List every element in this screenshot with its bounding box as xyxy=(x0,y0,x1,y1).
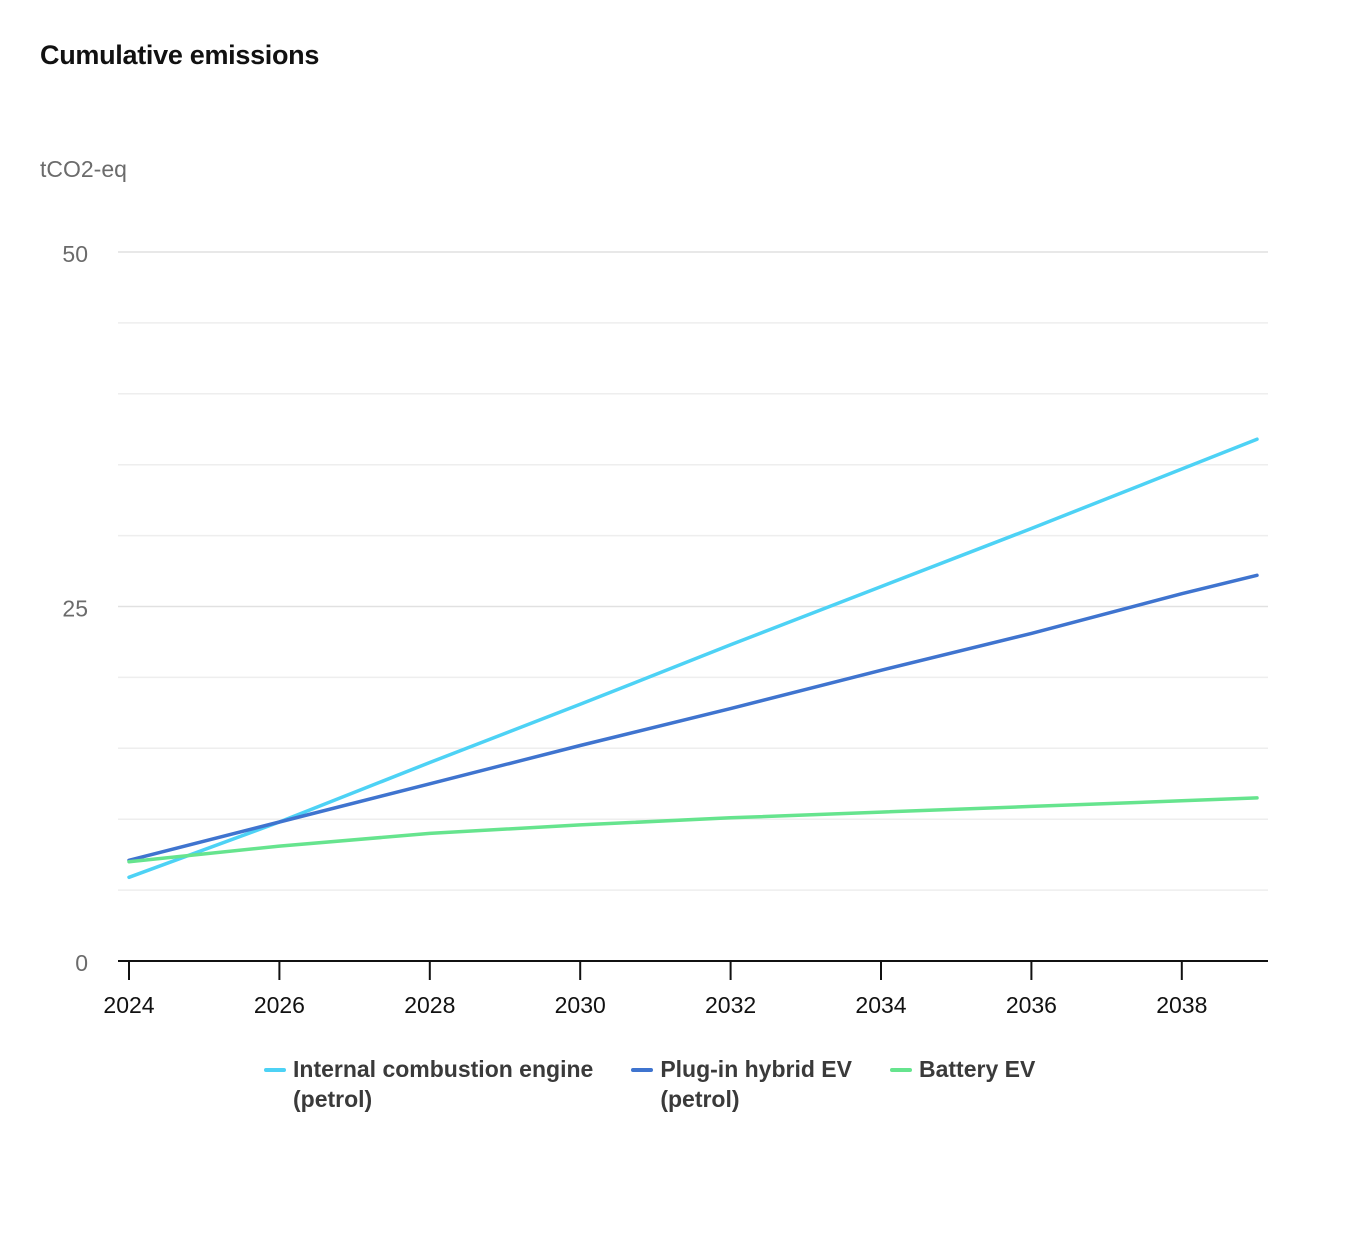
legend-label: Plug-in hybrid EV (petrol) xyxy=(660,1056,852,1112)
series-line-2 xyxy=(127,796,1259,864)
x-tick-label: 2030 xyxy=(555,992,606,1018)
series-line-0 xyxy=(127,437,1259,880)
series-lines xyxy=(127,437,1259,880)
chart-title: Cumulative emissions xyxy=(40,40,320,70)
y-axis-ticks: 0 25 50 xyxy=(62,241,88,976)
x-tick-label: 2038 xyxy=(1156,992,1207,1018)
legend-swatch xyxy=(264,1068,286,1072)
legend-swatch xyxy=(889,1068,912,1072)
legend: Internal combustion engine (petrol) Plug-… xyxy=(264,1054,1073,1114)
x-tick-label: 2034 xyxy=(855,992,906,1018)
x-tick-label: 2026 xyxy=(254,992,305,1018)
series-line-1 xyxy=(127,573,1259,863)
legend-swatch xyxy=(631,1068,654,1072)
x-tick-label: 2028 xyxy=(404,992,455,1018)
legend-item: Internal combustion engine (petrol) xyxy=(264,1054,593,1114)
x-tick-label: 2036 xyxy=(1006,992,1057,1018)
x-tick-label: 2032 xyxy=(705,992,756,1018)
legend-label: Battery EV xyxy=(918,1056,1036,1082)
x-tick-label: 2024 xyxy=(103,992,154,1018)
legend-item: Plug-in hybrid EV (petrol) xyxy=(631,1054,852,1114)
legend-label: Internal combustion engine (petrol) xyxy=(293,1056,594,1112)
y-tick-label: 25 xyxy=(62,596,88,622)
legend-item: Battery EV xyxy=(889,1054,1036,1114)
y-axis-unit-label: tCO2-eq xyxy=(40,156,127,182)
x-axis: 2024 2026 2028 2030 2032 2034 2036 2038 xyxy=(103,960,1268,1018)
y-tick-label: 0 xyxy=(75,950,88,976)
y-tick-label: 50 xyxy=(62,241,88,267)
gridlines xyxy=(118,251,1268,891)
